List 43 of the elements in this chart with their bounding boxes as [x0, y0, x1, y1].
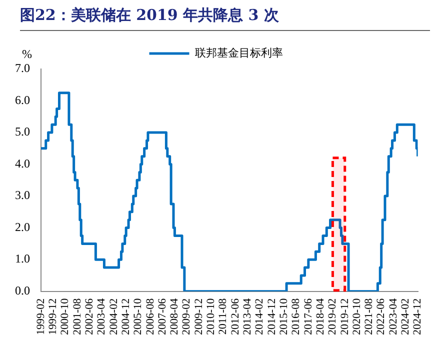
- y-tick-label: 3.0: [15, 188, 30, 202]
- y-tick-label: 0.0: [15, 283, 30, 298]
- x-tick-label: 2008-04: [168, 298, 181, 336]
- x-tick-label: 2009-02: [180, 298, 193, 336]
- x-tick-label: 2006-08: [144, 298, 156, 336]
- y-tick-label: 4.0: [15, 156, 30, 170]
- x-tick-label: 2010-10: [205, 298, 218, 336]
- x-tick-label: 2014-12: [266, 298, 278, 336]
- y-tick-label: 6.0: [15, 92, 30, 107]
- x-tick-label: 2001-08: [71, 298, 84, 336]
- x-tick-label: 2009-12: [192, 298, 205, 336]
- x-tick-label: 2000-10: [59, 298, 72, 336]
- chart-title: 图22：美联储在 2019 年共降息 3 次: [20, 6, 430, 31]
- x-tick-label: 1999-12: [47, 298, 60, 336]
- x-tick-label: 2024-02: [400, 298, 412, 336]
- x-tick-label: 2020-10: [350, 298, 363, 336]
- y-axis-title: %: [22, 47, 32, 62]
- x-tick-label: 2007-06: [156, 298, 168, 336]
- y-tick-label: 7.0: [15, 61, 30, 76]
- x-tick-label: 2012-06: [229, 298, 242, 336]
- x-tick-label: 2015-10: [278, 298, 290, 336]
- x-tick-label: 2014-02: [254, 298, 266, 336]
- x-tick-label: 2023-04: [387, 298, 400, 336]
- x-tick-label: 2013-04: [242, 298, 254, 336]
- x-tick-label: 2018-04: [314, 298, 326, 336]
- x-tick-label: 2024-12: [412, 298, 424, 336]
- x-tick-label: 2017-06: [302, 298, 314, 336]
- x-tick-label: 2019-02: [326, 298, 339, 336]
- legend-label: 联邦基金目标利率: [194, 46, 283, 60]
- x-tick-label: 2004-02: [108, 298, 120, 336]
- x-tick-label: 2002-06: [84, 298, 96, 336]
- y-tick-label: 5.0: [15, 124, 30, 139]
- x-tick-label: 2019-12: [338, 298, 351, 336]
- x-tick-label: 2011-08: [217, 298, 230, 335]
- x-tick-label: 2021-08: [363, 298, 376, 336]
- x-tick-label: 2022-06: [375, 298, 388, 336]
- x-tick-label: 2005-10: [132, 298, 144, 336]
- y-tick-label: 2.0: [15, 220, 30, 234]
- x-tick-label: 2003-04: [96, 298, 108, 336]
- x-tick-label: 2016-08: [290, 298, 302, 336]
- x-tick-label: 2004-12: [120, 298, 132, 336]
- x-tick-label: 1999-02: [34, 298, 47, 336]
- y-tick-label: 1.0: [15, 252, 30, 266]
